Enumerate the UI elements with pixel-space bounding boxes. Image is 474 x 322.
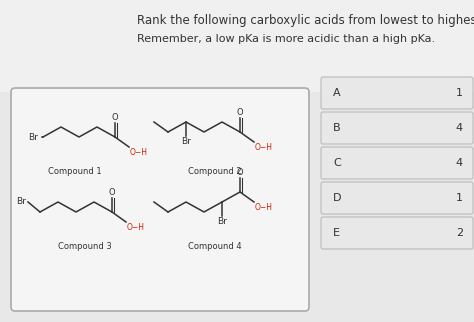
Text: O−H: O−H bbox=[130, 148, 148, 157]
Text: Compound 3: Compound 3 bbox=[58, 242, 112, 251]
FancyBboxPatch shape bbox=[321, 77, 473, 109]
Text: Br: Br bbox=[16, 197, 26, 206]
FancyBboxPatch shape bbox=[321, 112, 473, 144]
Text: O−H: O−H bbox=[255, 203, 273, 212]
Text: 2: 2 bbox=[456, 228, 463, 238]
Text: Compound 4: Compound 4 bbox=[188, 242, 242, 251]
Text: Compound 2: Compound 2 bbox=[188, 167, 242, 176]
Text: 4: 4 bbox=[456, 158, 463, 168]
FancyBboxPatch shape bbox=[321, 182, 473, 214]
Text: O: O bbox=[109, 188, 115, 197]
Text: O−H: O−H bbox=[255, 143, 273, 152]
Bar bbox=[0, 0, 474, 92]
Text: Br: Br bbox=[217, 217, 227, 226]
Text: D: D bbox=[333, 193, 341, 203]
Text: Br: Br bbox=[181, 137, 191, 146]
Text: Br: Br bbox=[28, 132, 38, 141]
Text: O: O bbox=[237, 168, 243, 177]
Text: E: E bbox=[333, 228, 340, 238]
Text: O: O bbox=[112, 113, 118, 122]
Text: A: A bbox=[333, 88, 341, 98]
Text: O−H: O−H bbox=[127, 223, 145, 232]
Text: 1: 1 bbox=[456, 88, 463, 98]
Text: C: C bbox=[333, 158, 341, 168]
FancyBboxPatch shape bbox=[321, 217, 473, 249]
FancyBboxPatch shape bbox=[11, 88, 309, 311]
Text: 4: 4 bbox=[456, 123, 463, 133]
Text: Rank the following carboxylic acids from lowest to highest pKa.: Rank the following carboxylic acids from… bbox=[137, 14, 474, 27]
Text: Compound 1: Compound 1 bbox=[48, 167, 102, 176]
FancyBboxPatch shape bbox=[321, 147, 473, 179]
Text: 1: 1 bbox=[456, 193, 463, 203]
Text: O: O bbox=[237, 108, 243, 117]
Text: B: B bbox=[333, 123, 341, 133]
Text: Remember, a low pKa is more acidic than a high pKa.: Remember, a low pKa is more acidic than … bbox=[137, 34, 435, 44]
